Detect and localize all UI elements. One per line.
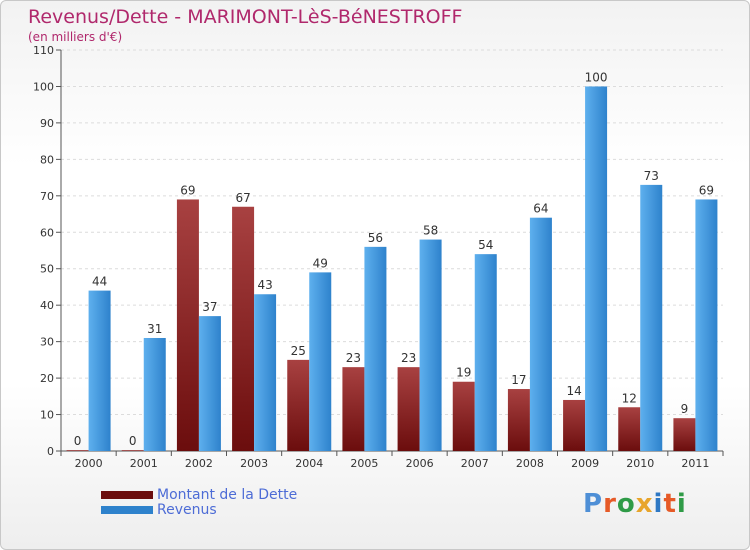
- bar-dette: [121, 450, 144, 451]
- chart-title: Revenus/Dette - MARIMONT-LèS-BéNESTROFF: [28, 6, 463, 28]
- x-tick-label: 2009: [571, 457, 599, 470]
- data-label-dette: 67: [235, 191, 250, 205]
- x-tick-label: 2001: [130, 457, 158, 470]
- x-tick-label: 2005: [350, 457, 378, 470]
- bar-dette: [563, 399, 586, 451]
- x-tick-label: 2006: [406, 457, 434, 470]
- x-tick-label: 2004: [295, 457, 323, 470]
- x-tick-label: 2003: [240, 457, 268, 470]
- data-label-revenus: 49: [313, 256, 328, 270]
- bar-revenus: [695, 199, 718, 451]
- y-tick-label: 30: [40, 336, 54, 349]
- x-tick-label: 2002: [185, 457, 213, 470]
- data-label-dette: 0: [74, 434, 82, 448]
- bar-dette: [342, 367, 365, 451]
- data-label-dette: 23: [401, 351, 416, 365]
- data-label-revenus: 44: [92, 275, 107, 289]
- data-label-dette: 0: [129, 434, 137, 448]
- bar-dette: [618, 407, 641, 451]
- y-tick-label: 80: [40, 153, 54, 166]
- chart-subtitle: (en milliers d'€): [28, 30, 123, 44]
- bar-revenus: [529, 217, 552, 451]
- legend-item-dette: Montant de la Dette: [101, 486, 298, 503]
- bar-dette: [397, 367, 420, 451]
- legend-swatch-revenus: [101, 505, 153, 514]
- legend-label-revenus: Revenus: [157, 501, 217, 518]
- logo-letter: i: [676, 489, 687, 519]
- proxiti-logo: Proxiti: [583, 489, 687, 519]
- y-tick-label: 60: [40, 226, 54, 239]
- x-tick-label: 2011: [681, 457, 709, 470]
- bar-revenus: [198, 316, 221, 451]
- logo-letter: r: [603, 489, 617, 519]
- data-label-dette: 23: [346, 351, 361, 365]
- data-label-dette: 14: [566, 384, 581, 398]
- x-tick-label: 2007: [461, 457, 489, 470]
- data-label-dette: 9: [681, 402, 689, 416]
- y-tick-label: 100: [33, 80, 54, 93]
- y-tick-label: 70: [40, 190, 54, 203]
- logo-letter: t: [663, 489, 677, 519]
- legend-swatch-dette: [101, 490, 153, 499]
- y-tick-label: 50: [40, 263, 54, 276]
- data-label-revenus: 56: [368, 231, 383, 245]
- x-tick-label: 2008: [516, 457, 544, 470]
- bar-revenus: [254, 294, 277, 451]
- bar-revenus: [309, 272, 332, 451]
- legend: Montant de la Dette Revenus: [101, 486, 298, 518]
- bar-dette: [176, 199, 199, 451]
- bar-revenus: [143, 337, 166, 451]
- grid-lines: [61, 49, 723, 452]
- bar-revenus: [88, 290, 111, 451]
- logo-letter: x: [635, 489, 654, 519]
- bar-revenus: [419, 239, 442, 451]
- bar-revenus: [364, 246, 387, 451]
- y-tick-label: 110: [33, 44, 54, 57]
- data-label-revenus: 43: [257, 278, 272, 292]
- bar-dette: [452, 381, 475, 451]
- x-tick-label: 2010: [626, 457, 654, 470]
- data-label-revenus: 54: [478, 238, 493, 252]
- bars: [66, 86, 718, 452]
- data-label-revenus: 64: [533, 202, 548, 216]
- logo-letter: i: [653, 489, 664, 519]
- bar-dette: [287, 359, 310, 451]
- y-tick-label: 40: [40, 299, 54, 312]
- data-label-dette: 19: [456, 366, 471, 380]
- data-label-revenus: 37: [202, 300, 217, 314]
- bar-dette: [66, 450, 89, 451]
- bar-dette: [507, 389, 530, 451]
- bar-revenus: [474, 254, 497, 451]
- bar-dette: [673, 418, 696, 451]
- y-tick-label: 20: [40, 372, 54, 385]
- data-label-dette: 17: [511, 373, 526, 387]
- data-labels: 0 44 0 31 69 37 67 43 25 49 23 56 23 58 19 54 17 64 14 100 1…: [74, 70, 714, 448]
- x-tick-label: 2000: [75, 457, 103, 470]
- data-label-revenus: 31: [147, 322, 162, 336]
- legend-label-dette: Montant de la Dette: [157, 486, 298, 503]
- logo-letter: o: [616, 489, 636, 519]
- data-label-revenus: 100: [585, 70, 608, 84]
- bar-revenus: [585, 86, 608, 452]
- y-tick-label: 0: [47, 445, 54, 458]
- data-label-revenus: 58: [423, 224, 438, 238]
- bar-dette: [232, 206, 255, 451]
- y-tick-label: 90: [40, 117, 54, 130]
- y-tick-label: 10: [40, 409, 54, 422]
- data-label-dette: 25: [291, 344, 306, 358]
- logo-letter: P: [583, 489, 604, 519]
- bar-revenus: [640, 184, 663, 451]
- data-label-dette: 12: [622, 391, 637, 405]
- data-label-revenus: 73: [644, 169, 659, 183]
- data-label-revenus: 69: [699, 183, 714, 197]
- legend-item-revenus: Revenus: [101, 501, 297, 518]
- data-label-dette: 69: [180, 183, 195, 197]
